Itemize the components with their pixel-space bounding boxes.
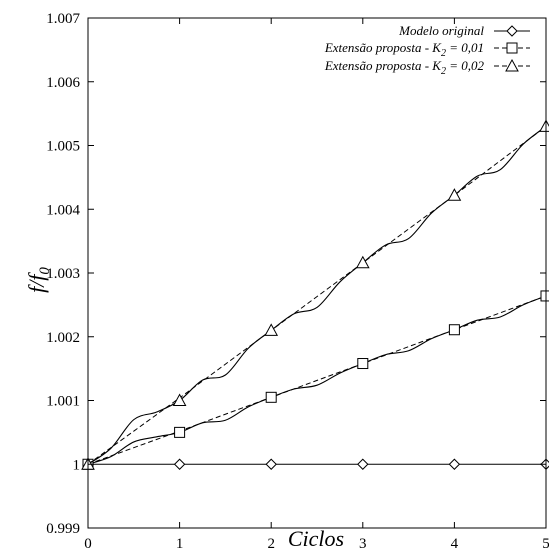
data-point-square	[357, 358, 369, 370]
y-tick-label: 1.003	[46, 266, 80, 282]
y-tick-label: 1.002	[46, 330, 80, 346]
y-tick-label: 0.999	[46, 521, 80, 537]
plot-content	[81, 119, 549, 470]
legend-label-modelo-original: Modelo original	[398, 23, 484, 38]
y-tick-label: 1.007	[46, 11, 80, 27]
y-tick-label: 1.004	[46, 202, 80, 218]
y-tick-label: 1.006	[46, 75, 80, 91]
series-line-dashed	[87, 125, 547, 465]
data-point-triangle	[355, 255, 370, 269]
series-triangle	[81, 119, 549, 470]
y-axis-title: f/f0	[24, 267, 53, 293]
series-square	[82, 290, 549, 470]
x-tick-label: 4	[451, 536, 459, 551]
y-tick-label: 1	[73, 457, 81, 473]
data-point-triangle	[264, 323, 279, 336]
x-tick-label: 3	[359, 536, 367, 551]
data-point-diamond	[448, 458, 461, 470]
y-axis-title-main: f/f	[24, 272, 49, 293]
legend-label-k2-001: Extensão proposta - K2 = 0,01	[324, 40, 484, 59]
y-axis-title-group: f/f0	[24, 267, 53, 293]
y-tick-label: 1.005	[46, 139, 80, 155]
data-point-square	[174, 426, 186, 438]
data-point-diamond	[357, 458, 369, 470]
series-line-dashed	[87, 295, 547, 465]
legend: Modelo original Extensão proposta - K2 =…	[324, 23, 530, 77]
x-axis-title: Ciclos	[288, 526, 344, 551]
plot-frame	[87, 17, 547, 529]
data-point-triangle	[447, 188, 462, 201]
legend-swatch-marker	[506, 25, 518, 37]
series-line-solid	[87, 295, 547, 465]
data-point-square	[540, 290, 549, 302]
x-tick-label: 5	[542, 536, 549, 551]
legend-swatch-marker	[506, 42, 518, 54]
data-point-triangle	[539, 119, 549, 132]
legend-label-k2-002: Extensão proposta - K2 = 0,02	[324, 58, 485, 77]
legend-swatch-marker	[505, 58, 519, 72]
data-point-diamond	[265, 458, 277, 470]
axis-ticks: 0 1 2 3 4 5 0.999 1 1.001 1.002 1.003 1.004 1.005 1.0…	[46, 11, 549, 551]
data-point-triangle	[172, 393, 187, 406]
x-tick-label: 0	[84, 536, 92, 551]
data-point-diamond	[173, 458, 186, 470]
data-point-square	[448, 324, 460, 336]
y-axis-title-sub: 0	[37, 267, 53, 275]
series-line-solid	[87, 125, 547, 465]
legend-swatches	[494, 25, 530, 72]
series-diamond	[82, 458, 549, 470]
x-tick-label: 1	[176, 536, 184, 551]
data-point-square	[265, 391, 277, 403]
x-tick-label: 2	[267, 536, 275, 551]
y-tick-label: 1.001	[46, 394, 80, 410]
